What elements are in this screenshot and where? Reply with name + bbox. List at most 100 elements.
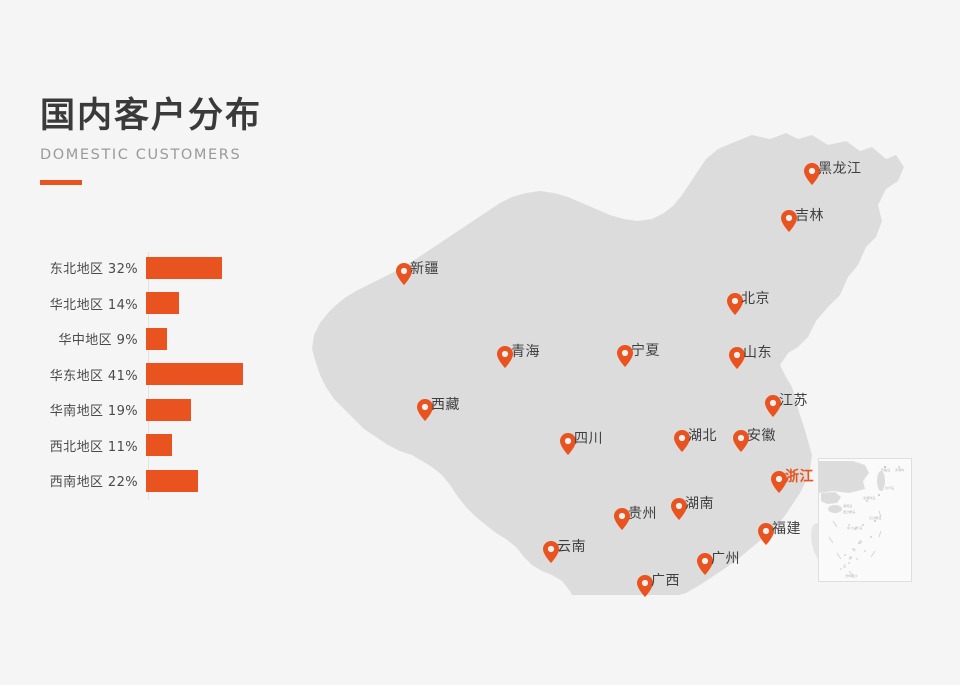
svg-text:台湾岛: 台湾岛 [885,485,894,490]
location-pin-icon [771,471,787,493]
bar-track [144,357,270,393]
bar-track [144,392,270,428]
map-pin-西藏[interactable]: 西藏 [417,398,460,421]
bar-track [144,286,270,322]
south-china-sea-inset: 钓鱼岛 赤尾屿 台湾岛 澎湖列岛 海南岛 西沙群岛 东沙群岛 中 沙 群 岛 南… [818,458,912,582]
map-pin-云南[interactable]: 云南 [543,540,586,563]
map-pin-label: 福建 [772,521,801,537]
map-pin-label: 湖北 [688,428,717,444]
inset-coast [821,492,841,504]
bar-label: 华东地区 41% [49,368,138,384]
bar-row: 华中地区 9% [40,321,270,357]
location-pin-icon [765,395,781,417]
location-pin-icon [758,523,774,545]
location-pin-icon [617,345,633,367]
bar-track [144,250,270,286]
svg-text:钓鱼岛: 钓鱼岛 [881,467,890,472]
svg-text:中 沙 群 岛: 中 沙 群 岛 [847,525,862,530]
map-pin-宁夏[interactable]: 宁夏 [617,344,660,367]
accent-underline [40,179,82,185]
bar-row: 西南地区 22% [40,463,270,499]
map-pin-浙江[interactable]: 浙江 [771,470,814,493]
bar-label: 西北地区 11% [49,439,138,455]
region-bar-chart: 东北地区 32% 华北地区 14% 华中地区 9% 华东地区 41% 华南地区 19% 西… [40,250,270,500]
map-pin-安徽[interactable]: 安徽 [733,429,776,452]
map-pin-北京[interactable]: 北京 [727,292,770,315]
map-pin-山东[interactable]: 山东 [729,346,772,369]
map-pin-江苏[interactable]: 江苏 [765,394,808,417]
map-pin-label: 宁夏 [631,343,660,359]
bar-label: 华南地区 19% [49,404,138,420]
bar-track [144,428,270,464]
map-pin-label: 江苏 [779,393,808,409]
bar-fill [146,434,173,457]
china-map: 黑龙江吉林北京 新疆青海 宁夏 山东西藏 江苏四川 湖北 安徽浙江湖南贵州福建云南 广州广西 [300,125,940,597]
inset-map-graphic: 钓鱼岛 赤尾屿 台湾岛 澎湖列岛 海南岛 西沙群岛 东沙群岛 中 沙 群 岛 南… [819,459,911,581]
location-pin-icon [543,541,559,563]
map-pin-label: 四川 [574,431,603,447]
map-pin-label: 湖南 [685,496,714,512]
map-pin-label: 青海 [511,344,540,360]
svg-text:沙: 沙 [853,548,856,552]
map-pin-label: 广州 [711,551,740,567]
svg-text:岛: 岛 [843,563,846,568]
location-pin-icon [396,263,412,285]
inset-hainan [828,505,842,513]
map-pin-湖南[interactable]: 湖南 [671,497,714,520]
bar-fill [146,398,191,421]
svg-text:澎湖列岛: 澎湖列岛 [863,495,875,500]
mainland-shape [312,133,904,595]
map-pin-福建[interactable]: 福建 [758,522,801,545]
map-pin-四川[interactable]: 四川 [560,432,603,455]
page-title: 国内客户分布 [40,96,263,136]
bar-fill [146,469,199,492]
bar-rows-container: 东北地区 32% 华北地区 14% 华中地区 9% 华东地区 41% 华南地区 19% 西… [40,250,270,499]
location-pin-icon [497,346,513,368]
bar-fill [146,256,222,279]
svg-text:东沙群岛: 东沙群岛 [869,515,881,520]
map-pin-label: 广西 [651,573,680,589]
map-pin-新疆[interactable]: 新疆 [396,262,439,285]
location-pin-icon [560,433,576,455]
bar-label: 西南地区 22% [49,475,138,491]
location-pin-icon [637,575,653,597]
map-pin-广州[interactable]: 广州 [697,552,740,575]
bar-track [144,463,270,499]
map-pin-青海[interactable]: 青海 [497,345,540,368]
inset-islets [840,465,900,570]
bar-row: 华东地区 41% [40,357,270,393]
map-pin-label: 新疆 [410,261,439,277]
bar-label: 华北地区 14% [49,297,138,313]
bar-label: 东北地区 32% [49,262,138,278]
map-pin-label: 山东 [743,345,772,361]
inset-mainland [819,461,869,493]
inset-boundary-dashes [828,510,882,576]
location-pin-icon [674,430,690,452]
bar-row: 华南地区 19% [40,392,270,428]
inset-taiwan [877,471,885,491]
map-pin-湖北[interactable]: 湖北 [674,429,717,452]
map-pin-黑龙江[interactable]: 黑龙江 [804,162,861,185]
location-pin-icon [614,508,630,530]
svg-text:群: 群 [849,555,852,560]
bar-row: 西北地区 11% [40,428,270,464]
location-pin-icon [781,210,797,232]
page-header: 国内客户分布 DOMESTIC CUSTOMERS [40,95,262,185]
location-pin-icon [727,293,743,315]
location-pin-icon [417,399,433,421]
page-subtitle: DOMESTIC CUSTOMERS [40,146,242,163]
svg-text:赤尾屿: 赤尾屿 [895,467,904,472]
inset-island-labels: 钓鱼岛 赤尾屿 台湾岛 澎湖列岛 海南岛 西沙群岛 东沙群岛 中 沙 群 岛 南… [843,467,904,578]
map-pin-贵州[interactable]: 贵州 [614,507,657,530]
map-pin-吉林[interactable]: 吉林 [781,209,824,232]
map-pin-label: 北京 [741,291,770,307]
bar-fill [146,363,243,386]
svg-text:西沙群岛: 西沙群岛 [843,509,855,514]
map-pin-label: 西藏 [431,397,460,413]
map-pin-广西[interactable]: 广西 [637,574,680,597]
map-pin-label: 吉林 [795,208,824,224]
bar-row: 华北地区 14% [40,286,270,322]
map-pin-label: 黑龙江 [818,161,862,177]
svg-text:海南岛: 海南岛 [843,503,852,508]
